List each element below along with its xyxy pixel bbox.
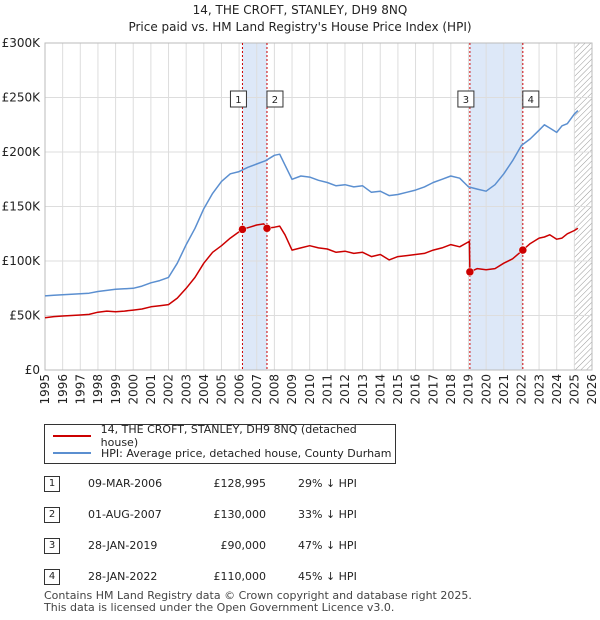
x-tick-label: 2004 — [197, 374, 211, 405]
footer-line-2: This data is licensed under the Open Gov… — [44, 601, 395, 614]
x-tick-label: 1995 — [38, 374, 52, 405]
transaction-row: 1 09-MAR-2006 £128,995 29% ↓ HPI — [44, 476, 404, 496]
y-tick-label: £100K — [2, 254, 42, 268]
y-tick-label: £50K — [9, 309, 41, 323]
transaction-date: 28-JAN-2019 — [88, 539, 158, 552]
x-tick-label: 2018 — [444, 374, 458, 405]
legend-item-property: 14, THE CROFT, STANLEY, DH9 8NQ (detache… — [53, 423, 395, 449]
x-tick-label: 2010 — [303, 374, 317, 405]
x-tick-label: 2006 — [232, 374, 246, 405]
transaction-date: 01-AUG-2007 — [88, 508, 162, 521]
x-tick-label: 2022 — [515, 374, 529, 405]
x-tick-label: 1997 — [73, 374, 87, 405]
legend-label-hpi: HPI: Average price, detached house, Coun… — [101, 446, 392, 460]
x-tick-label: 2017 — [426, 374, 440, 405]
transaction-price: £110,000 — [213, 570, 267, 583]
legend-swatch-hpi — [53, 452, 91, 454]
transaction-label: 4 — [528, 95, 534, 106]
transaction-marker: 3 — [44, 538, 60, 554]
transaction-label-box — [266, 90, 284, 108]
chart-title: 14, THE CROFT, STANLEY, DH9 8NQ — [193, 3, 408, 17]
x-tick-label: 2026 — [585, 374, 599, 405]
transaction-point — [465, 267, 475, 277]
x-tick-label: 2005 — [215, 374, 229, 405]
transaction-label: 2 — [272, 95, 278, 106]
x-tick-label: 2001 — [144, 374, 158, 405]
footer-line-1: Contains HM Land Registry data © Crown c… — [44, 589, 472, 602]
y-tick-label: £300K — [2, 36, 42, 50]
x-tick-label: 2019 — [462, 374, 476, 405]
transaction-hpi-diff: 33% ↓ HPI — [298, 508, 357, 521]
x-tick-label: 2020 — [479, 374, 493, 405]
x-tick-label: 2000 — [126, 374, 140, 405]
transaction-hpi-diff: 47% ↓ HPI — [298, 539, 357, 552]
transaction-hpi-diff: 45% ↓ HPI — [298, 570, 357, 583]
transaction-row: 4 28-JAN-2022 £110,000 45% ↓ HPI — [44, 569, 404, 589]
x-tick-label: 2021 — [497, 374, 511, 405]
x-tick-label: 2025 — [568, 374, 582, 405]
y-tick-label: £200K — [2, 145, 42, 159]
plot-frame — [44, 42, 593, 371]
transaction-label: 1 — [235, 95, 241, 106]
legend: 14, THE CROFT, STANLEY, DH9 8NQ (detache… — [44, 423, 396, 464]
series-line — [44, 223, 579, 319]
transaction-date: 28-JAN-2022 — [88, 570, 158, 583]
transaction-label: 3 — [463, 95, 469, 106]
x-tick-label: 2011 — [321, 374, 335, 405]
x-tick-label: 2015 — [391, 374, 405, 405]
chart-subtitle: Price paid vs. HM Land Registry's House … — [128, 20, 471, 34]
y-tick-label: £150K — [2, 200, 42, 214]
x-tick-label: 1999 — [109, 374, 123, 405]
legend-label-property: 14, THE CROFT, STANLEY, DH9 8NQ (detache… — [100, 423, 357, 449]
y-tick-label: £250K — [2, 91, 42, 105]
x-tick-label: 2002 — [162, 374, 176, 405]
x-tick-label: 1998 — [91, 374, 105, 405]
series-line — [44, 110, 579, 297]
footer-attribution: Contains HM Land Registry data © Crown c… — [44, 590, 472, 614]
x-tick-label: 2012 — [338, 374, 352, 405]
transaction-label-box — [229, 90, 247, 108]
transaction-price: £90,000 — [220, 539, 267, 552]
x-tick-label: 2007 — [250, 374, 264, 405]
transaction-row: 3 28-JAN-2019 £90,000 47% ↓ HPI — [44, 538, 404, 558]
transaction-row: 2 01-AUG-2007 £130,000 33% ↓ HPI — [44, 507, 404, 527]
x-tick-label: 1996 — [56, 374, 70, 405]
transaction-point — [238, 225, 247, 234]
price-chart: 14, THE CROFT, STANLEY, DH9 8NQ Price pa… — [2, 3, 600, 405]
y-tick-label: £0 — [25, 363, 40, 377]
transaction-hpi-diff: 29% ↓ HPI — [298, 477, 357, 490]
x-tick-label: 2024 — [550, 374, 564, 405]
x-tick-label: 2023 — [532, 374, 546, 405]
transaction-label-box — [457, 90, 475, 108]
legend-item-hpi: HPI: Average price, detached house, Coun… — [53, 445, 392, 461]
x-tick-label: 2013 — [356, 374, 370, 405]
x-tick-label: 2008 — [268, 374, 282, 405]
x-tick-label: 2016 — [409, 374, 423, 405]
transaction-point — [518, 245, 528, 255]
transaction-price: £130,000 — [213, 508, 267, 521]
transaction-marker: 4 — [44, 569, 60, 585]
transaction-price: £128,995 — [213, 477, 267, 490]
x-tick-label: 2009 — [285, 374, 299, 405]
x-tick-label: 2003 — [179, 374, 193, 405]
transaction-marker: 1 — [44, 476, 60, 492]
transaction-label-box — [522, 90, 540, 108]
transaction-date: 09-MAR-2006 — [88, 477, 163, 490]
transaction-marker: 2 — [44, 507, 60, 523]
transaction-point — [262, 224, 272, 233]
legend-swatch-property — [53, 435, 91, 437]
x-tick-label: 2014 — [373, 374, 387, 405]
